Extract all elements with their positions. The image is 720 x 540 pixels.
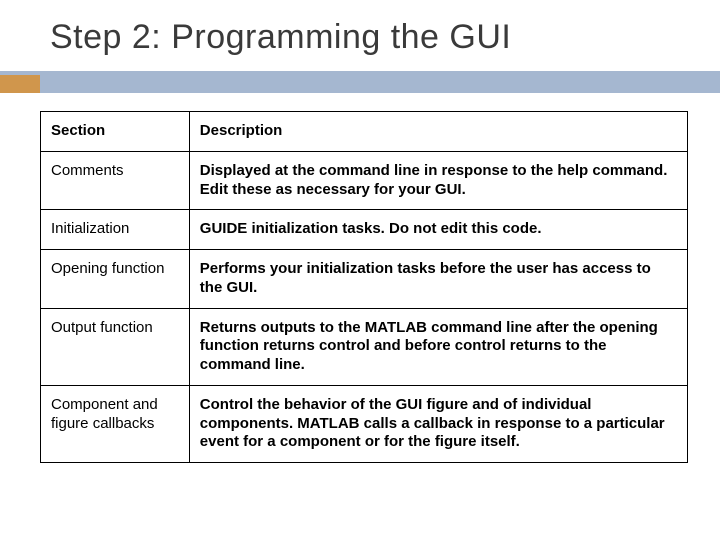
cell-description: Displayed at the command line in respons… [189,151,687,210]
table-row: Comments Displayed at the command line i… [41,151,688,210]
table-row: Component and figure callbacks Control t… [41,385,688,462]
table-row: Output function Returns outputs to the M… [41,308,688,385]
rule-rest [40,75,720,93]
page-title: Step 2: Programming the GUI [50,18,720,57]
table-row: Opening function Performs your initializ… [41,250,688,309]
table-header-row: Section Description [41,112,688,152]
table-row: Initialization GUIDE initialization task… [41,210,688,250]
cell-section: Comments [41,151,190,210]
rule-accent [0,75,40,93]
cell-description: Returns outputs to the MATLAB command li… [189,308,687,385]
cell-description: Performs your initialization tasks befor… [189,250,687,309]
cell-section: Component and figure callbacks [41,385,190,462]
cell-description: Control the behavior of the GUI figure a… [189,385,687,462]
cell-section: Output function [41,308,190,385]
col-header-section: Section [41,112,190,152]
horizontal-rule [0,71,720,93]
cell-section: Opening function [41,250,190,309]
cell-section: Initialization [41,210,190,250]
sections-table: Section Description Comments Displayed a… [40,111,688,463]
col-header-description: Description [189,112,687,152]
cell-description: GUIDE initialization tasks. Do not edit … [189,210,687,250]
